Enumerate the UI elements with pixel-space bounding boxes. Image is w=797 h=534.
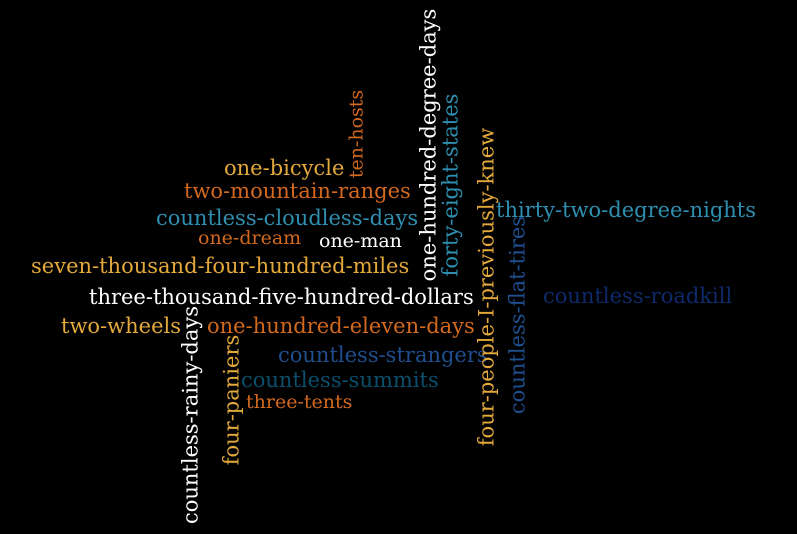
word-countless-cloudless-days: countless-cloudless-days <box>156 206 419 230</box>
word-countless-strangers: countless-strangers <box>278 343 488 367</box>
word-two-wheels: two-wheels <box>61 314 182 338</box>
word-one-man: one-man <box>319 230 402 252</box>
word-two-mountain-ranges: two-mountain-ranges <box>184 179 411 203</box>
word-four-paniers: four-paniers <box>219 334 244 466</box>
word-countless-rainy-days: countless-rainy-days <box>178 305 203 525</box>
word-one-hundred-eleven-days: one-hundred-eleven-days <box>207 314 475 338</box>
word-ten-hosts: ten-hosts <box>345 89 368 179</box>
word-countless-summits: countless-summits <box>241 368 439 392</box>
word-seven-thousand-four-hundred-miles: seven-thousand-four-hundred-miles <box>31 254 410 278</box>
word-one-hundred-degree-days: one-hundred-degree-days <box>416 8 441 282</box>
word-three-tents: three-tents <box>246 391 353 413</box>
word-thirty-two-degree-nights: thirty-two-degree-nights <box>496 198 756 222</box>
word-one-bicycle: one-bicycle <box>224 156 345 180</box>
word-three-thousand-five-hundred-dollars: three-thousand-five-hundred-dollars <box>89 285 474 309</box>
word-one-dream: one-dream <box>198 227 302 249</box>
word-countless-flat-tires: countless-flat-tires <box>505 215 530 415</box>
word-forty-eight-states: forty-eight-states <box>438 93 463 277</box>
word-four-people-i-previously-knew: four-people-I-previously-knew <box>474 127 499 447</box>
word-countless-roadkill: countless-roadkill <box>543 284 733 308</box>
